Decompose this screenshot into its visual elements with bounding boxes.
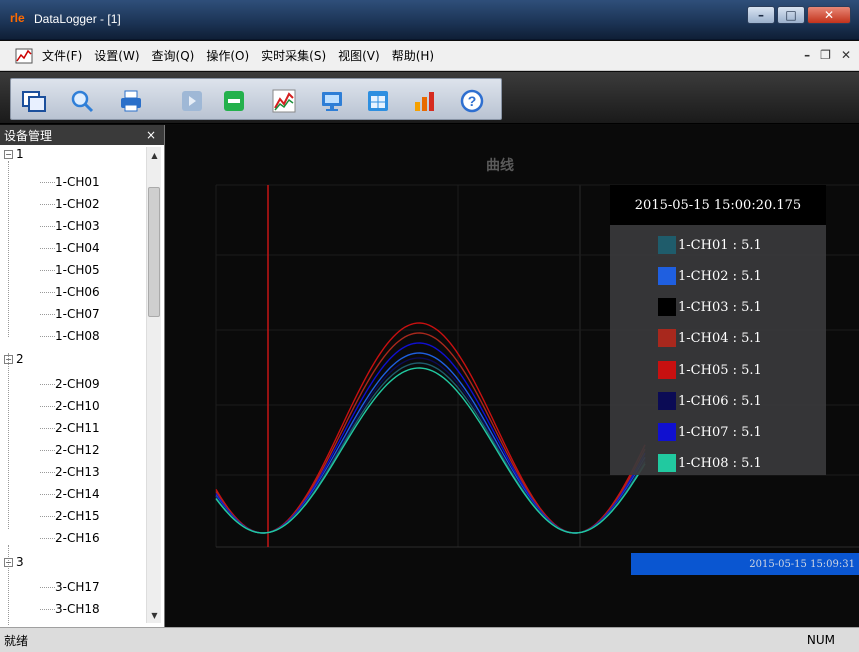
- legend-item-1-ch07: 1-CH07 : 5.1: [658, 422, 762, 442]
- mdi-minimize-button[interactable]: –: [804, 48, 810, 62]
- device-panel-title: 设备管理: [4, 127, 52, 144]
- tree-item-2-ch15[interactable]: 2-CH15: [55, 509, 100, 523]
- tree-item-2-ch13[interactable]: 2-CH13: [55, 465, 100, 479]
- chart-icon[interactable]: [269, 86, 299, 116]
- status-text: 就绪: [4, 632, 28, 649]
- tree-item-3-ch18[interactable]: 3-CH18: [55, 602, 100, 616]
- tree-group-2[interactable]: −2: [4, 352, 24, 366]
- window-title: DataLogger - [1]: [34, 12, 121, 26]
- legend-item-1-ch01: 1-CH01 : 5.1: [658, 235, 762, 255]
- toolbar: ?: [0, 72, 859, 124]
- tree-item-3-ch17[interactable]: 3-CH17: [55, 580, 100, 594]
- signal-curve: [216, 333, 645, 533]
- menu-settings[interactable]: 设置(W): [94, 47, 139, 64]
- tree-item-1-ch02[interactable]: 1-CH02: [55, 197, 100, 211]
- menu-bar: 文件(F) 设置(W) 查询(Q) 操作(O) 实时采集(S) 视图(V) 帮助…: [0, 41, 859, 71]
- device-tree: −1 1-CH01 1-CH02 1-CH03 1-CH04 1-CH05 1-…: [0, 147, 146, 625]
- tree-scrollbar[interactable]: ▲ ▼: [146, 147, 161, 623]
- device-panel: 设备管理 × −1 1-CH01 1-CH02 1-CH03 1-CH04 1-…: [0, 125, 165, 627]
- title-bar: rle DataLogger - [1] – □ ✕: [0, 0, 859, 40]
- tree-item-1-ch01[interactable]: 1-CH01: [55, 175, 100, 189]
- menu-view[interactable]: 视图(V): [338, 47, 380, 64]
- signal-curve: [216, 353, 645, 533]
- help-icon[interactable]: ?: [457, 86, 487, 116]
- tree-item-1-ch06[interactable]: 1-CH06: [55, 285, 100, 299]
- tree-item-1-ch07[interactable]: 1-CH07: [55, 307, 100, 321]
- scroll-up-icon[interactable]: ▲: [147, 147, 162, 163]
- menu-realtime[interactable]: 实时采集(S): [261, 47, 326, 64]
- chart-area[interactable]: 曲线 2015-05-15 15:00:20.175 1-CH01 : 5.1 …: [166, 125, 859, 627]
- tree-item-2-ch16[interactable]: 2-CH16: [55, 531, 100, 545]
- tree-group-3[interactable]: −3: [4, 555, 24, 569]
- legend-swatch: [658, 361, 676, 379]
- legend-swatch: [658, 454, 676, 472]
- signal-curves: [216, 323, 645, 533]
- search-icon[interactable]: [67, 86, 97, 116]
- signal-curve: [216, 368, 645, 533]
- tree-item-2-ch10[interactable]: 2-CH10: [55, 399, 100, 413]
- bar-chart-icon[interactable]: [409, 86, 439, 116]
- legend-swatch: [658, 298, 676, 316]
- tree-item-1-ch08[interactable]: 1-CH08: [55, 329, 100, 343]
- scroll-thumb[interactable]: [148, 187, 160, 317]
- device-panel-header: 设备管理 ×: [0, 125, 164, 145]
- menu-query[interactable]: 查询(Q): [152, 47, 195, 64]
- app-icon: rle: [10, 11, 25, 25]
- legend-swatch: [658, 267, 676, 285]
- legend-item-1-ch08: 1-CH08 : 5.1: [658, 453, 762, 473]
- legend-timestamp: 2015-05-15 15:00:20.175: [610, 185, 826, 225]
- device-panel-close-button[interactable]: ×: [146, 128, 156, 142]
- minimize-button[interactable]: –: [747, 6, 775, 24]
- legend-item-1-ch06: 1-CH06 : 5.1: [658, 391, 762, 411]
- monitor-icon[interactable]: [317, 86, 347, 116]
- chart-app-icon: [14, 46, 34, 66]
- tree-item-2-ch09[interactable]: 2-CH09: [55, 377, 100, 391]
- tree-item-2-ch12[interactable]: 2-CH12: [55, 443, 100, 457]
- legend-swatch: [658, 423, 676, 441]
- legend-swatch: [658, 392, 676, 410]
- signal-curve: [216, 343, 645, 533]
- tree-item-1-ch04[interactable]: 1-CH04: [55, 241, 100, 255]
- mdi-controls: – ❐ ✕: [804, 48, 851, 62]
- window-controls: – □ ✕: [747, 6, 851, 24]
- time-bar-label: 2015-05-15 15:09:31: [749, 559, 855, 570]
- toolbar-band: ?: [10, 78, 502, 120]
- tree-group-1[interactable]: −1: [4, 147, 24, 161]
- menu-file[interactable]: 文件(F): [42, 47, 82, 64]
- window-icon[interactable]: [19, 86, 49, 116]
- legend-swatch: [658, 236, 676, 254]
- num-lock-indicator: NUM: [807, 633, 835, 647]
- legend-swatch: [658, 329, 676, 347]
- time-scroll-bar[interactable]: 2015-05-15 15:09:31: [631, 553, 859, 575]
- close-button[interactable]: ✕: [807, 6, 851, 24]
- legend-item-1-ch03: 1-CH03 : 5.1: [658, 297, 762, 317]
- mdi-restore-button[interactable]: ❐: [820, 48, 831, 62]
- legend-tooltip: 2015-05-15 15:00:20.175 1-CH01 : 5.1 1-C…: [610, 185, 826, 475]
- svg-text:?: ?: [468, 93, 477, 109]
- status-bar: 就绪 NUM: [0, 627, 859, 652]
- mdi-close-button[interactable]: ✕: [841, 48, 851, 62]
- menu-operation[interactable]: 操作(O): [206, 47, 249, 64]
- table-icon[interactable]: [363, 86, 393, 116]
- tree-item-2-ch11[interactable]: 2-CH11: [55, 421, 100, 435]
- signal-curve: [216, 358, 645, 533]
- tree-item-1-ch03[interactable]: 1-CH03: [55, 219, 100, 233]
- chart-title: 曲线: [486, 155, 514, 175]
- scroll-down-icon[interactable]: ▼: [147, 607, 162, 623]
- play-icon[interactable]: [177, 86, 207, 116]
- tree-item-2-ch14[interactable]: 2-CH14: [55, 487, 100, 501]
- tree-item-1-ch05[interactable]: 1-CH05: [55, 263, 100, 277]
- legend-item-1-ch05: 1-CH05 : 5.1: [658, 360, 762, 380]
- stop-icon[interactable]: [219, 86, 249, 116]
- legend-item-1-ch04: 1-CH04 : 5.1: [658, 328, 762, 348]
- maximize-button[interactable]: □: [777, 6, 805, 24]
- menu-help[interactable]: 帮助(H): [392, 47, 434, 64]
- signal-curve: [216, 323, 645, 533]
- print-icon[interactable]: [116, 86, 146, 116]
- legend-item-1-ch02: 1-CH02 : 5.1: [658, 266, 762, 286]
- signal-curve: [216, 363, 645, 533]
